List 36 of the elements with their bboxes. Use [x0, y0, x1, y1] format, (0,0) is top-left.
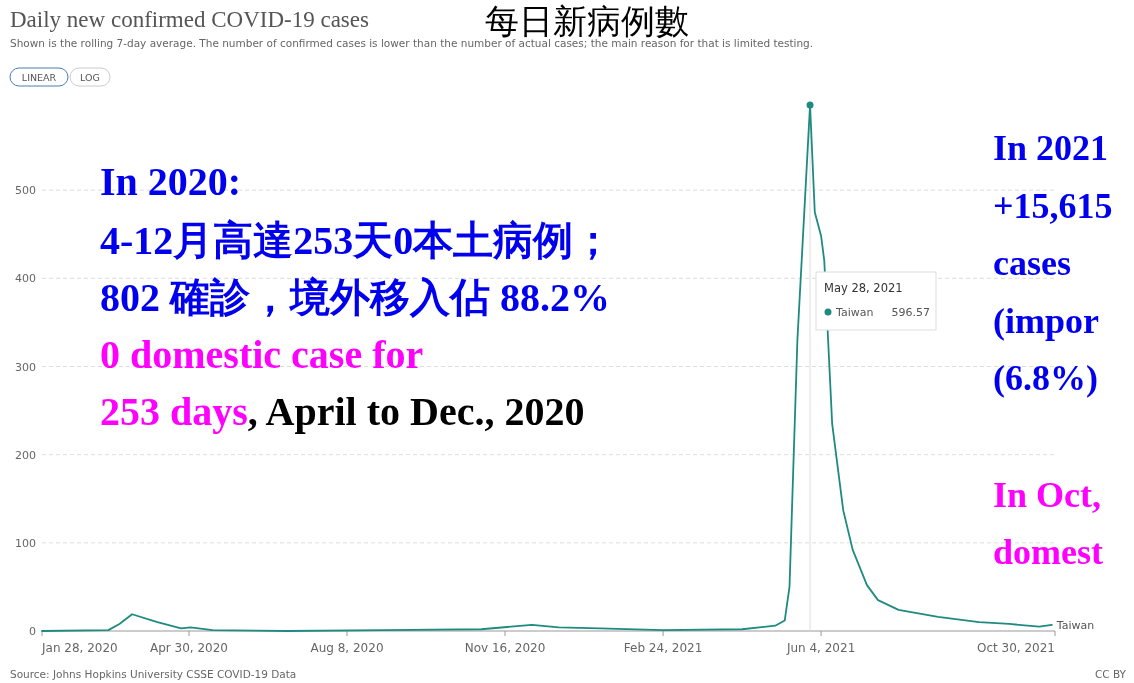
annotation: (6.8%)	[993, 358, 1098, 398]
annotation: In 2020:	[100, 159, 242, 204]
annotation: +15,615	[993, 186, 1113, 226]
y-tick-label: 400	[15, 272, 36, 286]
y-tick-label: 300	[15, 360, 36, 374]
text: LOG	[80, 72, 100, 83]
annotation: In 2021	[993, 128, 1109, 168]
x-tick-label: Jun 4, 2021	[785, 641, 856, 655]
annotation: May 28, 2021	[824, 281, 903, 295]
annotation: (impor	[993, 301, 1099, 341]
y-tick-label: 100	[15, 536, 36, 550]
text: CC BY	[1094, 668, 1127, 680]
text: Taiwan	[1056, 618, 1095, 632]
y-tick-label: 0	[29, 625, 36, 638]
annotation: 253 days	[100, 389, 248, 434]
annotation: 0 domestic case for	[100, 332, 424, 377]
chart-subtitle: Shown is the rolling 7-day average. The number of confirmed cases is lower than the number of actual cases; the main reason for that is limited testing.	[10, 37, 814, 49]
text: LINEAR	[21, 72, 57, 83]
chart-title: Daily new confirmed COVID-19 cases	[10, 7, 369, 32]
annotation: domest	[993, 532, 1103, 572]
source-note: Source: Johns Hopkins University CSSE COVID-19 Data	[10, 668, 297, 680]
x-tick-label: Feb 24, 2021	[623, 641, 703, 655]
x-tick-label: Aug 8, 2020	[310, 641, 384, 655]
x-tick-label: Jan 28, 2020	[41, 641, 118, 655]
annotation: 802 確診，境外移入佔 88.2%	[100, 275, 610, 320]
y-tick-label: 200	[15, 448, 36, 462]
annotation: 4-12月高達253天0本土病例；	[100, 218, 614, 263]
x-tick-label: Apr 30, 2020	[149, 641, 228, 655]
x-tick-label: Nov 16, 2020	[464, 641, 546, 655]
annotation: cases	[993, 243, 1071, 283]
x-tick-label: Oct 30, 2021	[977, 641, 1055, 655]
y-tick-label: 500	[15, 184, 36, 198]
annotation: In Oct,	[993, 475, 1101, 515]
annotation: 596.57	[891, 306, 930, 319]
legend-label: Taiwan	[835, 306, 874, 319]
annotation: , April to Dec., 2020	[247, 389, 585, 434]
